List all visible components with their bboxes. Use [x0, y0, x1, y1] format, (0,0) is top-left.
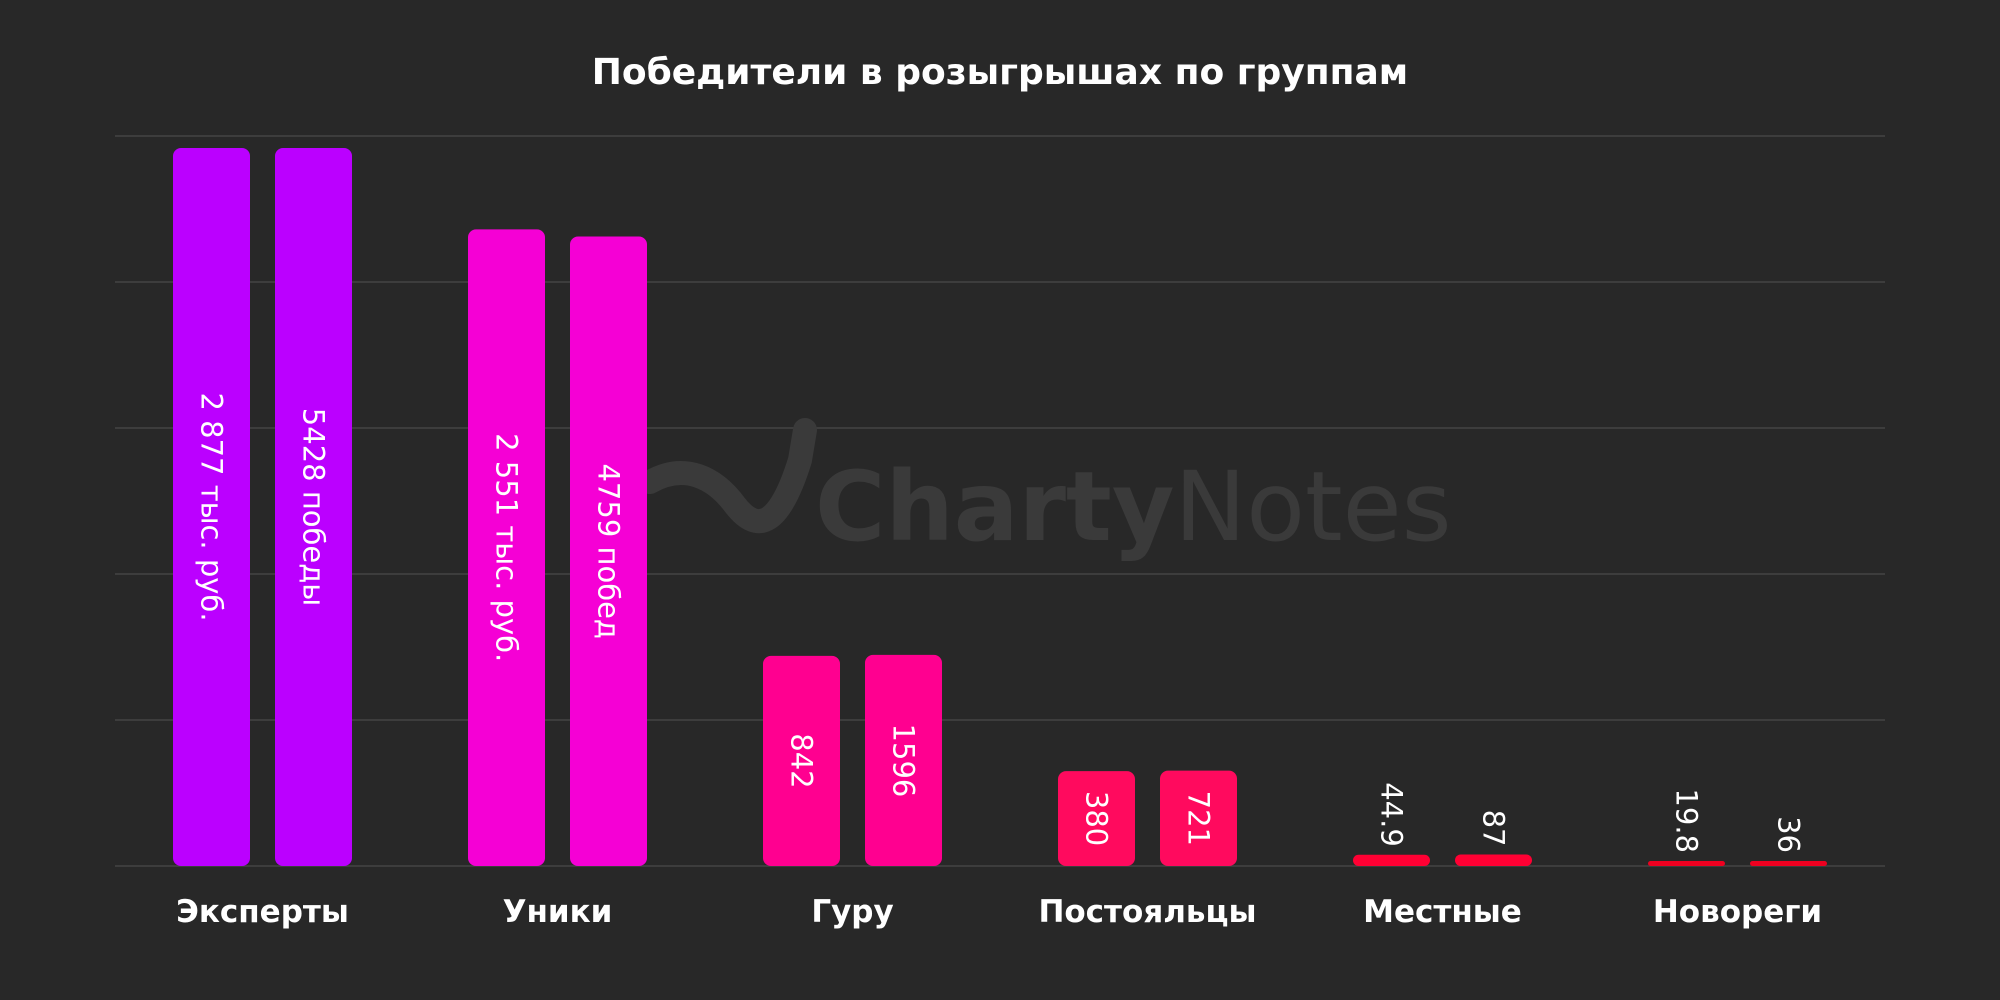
bar: [570, 236, 647, 867]
grid-lines: [115, 135, 1885, 867]
category-label: Новореги: [1653, 894, 1822, 930]
bar: [865, 654, 942, 866]
bar: [173, 148, 250, 866]
bar-value-label: 4759 побед: [592, 463, 626, 639]
bar: [1058, 771, 1135, 866]
bar: [1455, 854, 1532, 866]
chart-title: Победители в розыгрышах по группам: [591, 52, 1409, 93]
bar-value-label: 2 877 тыс. руб.: [195, 392, 229, 621]
bar-value-label: 36: [1772, 816, 1806, 853]
bar: [1648, 861, 1725, 866]
category-label: Постояльцы: [1038, 894, 1256, 930]
bar-value-label: 721: [1182, 791, 1216, 846]
bar-value-label: 19.8: [1670, 788, 1704, 853]
bar: [275, 148, 352, 866]
bar-value-label: 2 551 тыс. руб.: [490, 433, 524, 662]
watermark-logo-icon: [638, 418, 817, 534]
watermark: ChartyNotes: [638, 418, 1452, 563]
category-labels: Эксперты Уники Гуру Постояльцы Местные Новоре…: [176, 894, 1822, 930]
bar-value-label: 842: [785, 733, 819, 788]
bars: 2 877 тыс. руб. 5428 победы 2 551 тыс. руб…: [173, 148, 1827, 867]
bar-value-label: 5428 победы: [297, 408, 331, 606]
watermark-light-text: Notes: [1174, 451, 1451, 563]
category-label: Уники: [503, 894, 613, 930]
category-label: Эксперты: [176, 894, 349, 930]
bar: [468, 229, 545, 867]
bar-value-label: 87: [1477, 810, 1511, 847]
category-label: Местные: [1363, 894, 1522, 930]
watermark-bold-text: Charty: [815, 451, 1174, 563]
bar: [1750, 861, 1827, 866]
bar: [1353, 854, 1430, 866]
bar: [763, 655, 840, 866]
bar-value-label: 1596: [887, 724, 921, 798]
category-label: Гуру: [811, 894, 893, 930]
bar: [1160, 770, 1237, 866]
bar-value-label: 44.9: [1375, 782, 1409, 847]
watermark-text: ChartyNotes: [815, 451, 1452, 563]
bar-value-label: 380: [1080, 791, 1114, 846]
